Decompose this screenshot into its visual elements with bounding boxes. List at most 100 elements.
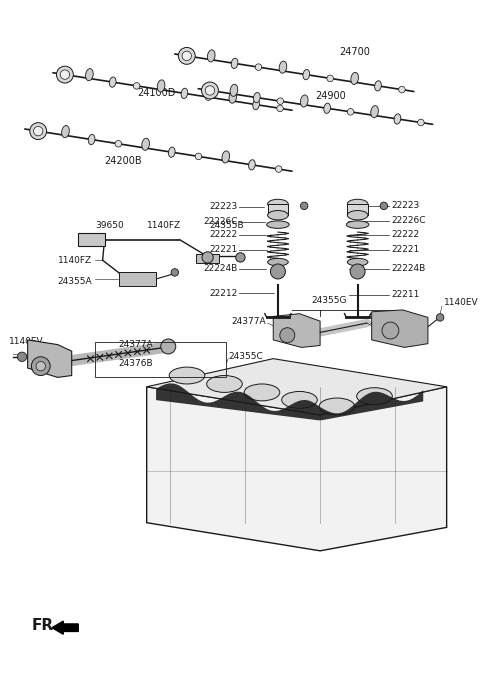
Ellipse shape: [222, 151, 229, 163]
Ellipse shape: [207, 50, 215, 62]
Bar: [78, 233, 105, 246]
Circle shape: [300, 202, 308, 210]
PathPatch shape: [156, 383, 423, 420]
Ellipse shape: [169, 367, 205, 384]
Bar: [95, 342, 227, 377]
Circle shape: [418, 119, 424, 126]
Circle shape: [205, 94, 212, 100]
Circle shape: [236, 253, 245, 262]
Ellipse shape: [244, 384, 280, 401]
Circle shape: [17, 352, 27, 362]
Text: 24377A: 24377A: [119, 340, 153, 349]
Text: 22211: 22211: [391, 290, 420, 299]
Text: 24200B: 24200B: [105, 156, 142, 167]
Text: 39650: 39650: [95, 221, 124, 230]
Ellipse shape: [268, 199, 288, 209]
Ellipse shape: [61, 125, 69, 137]
Circle shape: [398, 87, 405, 93]
Circle shape: [202, 252, 213, 263]
Ellipse shape: [300, 95, 308, 107]
Bar: [119, 272, 156, 286]
Text: 22224B: 22224B: [391, 264, 426, 273]
Text: 24376B: 24376B: [119, 359, 153, 368]
Ellipse shape: [357, 388, 392, 405]
Circle shape: [36, 362, 46, 371]
Text: 24700: 24700: [339, 47, 370, 57]
Ellipse shape: [279, 61, 287, 73]
Circle shape: [276, 166, 282, 173]
Circle shape: [348, 108, 354, 115]
Circle shape: [195, 153, 202, 160]
Text: 22223: 22223: [391, 201, 420, 211]
Ellipse shape: [88, 135, 95, 145]
Text: 24355C: 24355C: [228, 352, 263, 362]
Ellipse shape: [142, 138, 149, 150]
Text: 24100D: 24100D: [137, 88, 175, 98]
Circle shape: [179, 47, 195, 64]
Ellipse shape: [375, 81, 381, 91]
Circle shape: [350, 264, 365, 279]
Text: 1140FZ: 1140FZ: [58, 256, 92, 265]
Ellipse shape: [168, 147, 175, 157]
Circle shape: [34, 127, 43, 136]
Circle shape: [182, 51, 192, 60]
Circle shape: [280, 328, 295, 343]
Ellipse shape: [181, 88, 188, 98]
Circle shape: [255, 64, 262, 70]
Circle shape: [277, 98, 284, 104]
Text: 24355B: 24355B: [209, 221, 244, 230]
Ellipse shape: [268, 259, 288, 266]
Circle shape: [115, 140, 121, 147]
Ellipse shape: [324, 103, 330, 113]
Circle shape: [205, 86, 215, 95]
Text: 22221: 22221: [391, 246, 420, 255]
Circle shape: [161, 339, 176, 354]
Circle shape: [31, 357, 50, 376]
Circle shape: [270, 264, 286, 279]
Ellipse shape: [282, 391, 317, 408]
Text: 1140EV: 1140EV: [444, 298, 479, 307]
Ellipse shape: [267, 221, 289, 228]
Ellipse shape: [229, 91, 237, 103]
Ellipse shape: [371, 106, 378, 118]
Circle shape: [133, 83, 140, 89]
Ellipse shape: [319, 398, 355, 415]
Text: 24355G: 24355G: [312, 296, 347, 305]
Ellipse shape: [230, 84, 238, 96]
Ellipse shape: [348, 259, 368, 266]
Circle shape: [57, 66, 73, 83]
Text: 1140FZ: 1140FZ: [147, 221, 181, 230]
Text: 22224B: 22224B: [204, 264, 238, 273]
Bar: [196, 254, 219, 263]
FancyArrow shape: [52, 621, 78, 634]
Ellipse shape: [253, 93, 260, 103]
Polygon shape: [147, 387, 447, 551]
Circle shape: [327, 75, 334, 82]
Polygon shape: [372, 310, 428, 347]
Circle shape: [30, 123, 47, 139]
Text: 22226C: 22226C: [391, 217, 426, 225]
Text: 22212: 22212: [209, 288, 238, 297]
Ellipse shape: [231, 58, 238, 68]
Ellipse shape: [157, 80, 165, 92]
Polygon shape: [147, 359, 447, 415]
Circle shape: [60, 70, 70, 79]
Ellipse shape: [253, 100, 260, 110]
Ellipse shape: [348, 199, 368, 209]
Ellipse shape: [85, 68, 93, 81]
Text: 24355A: 24355A: [58, 278, 92, 286]
Text: 1140EV: 1140EV: [9, 337, 44, 346]
Ellipse shape: [268, 211, 288, 220]
Ellipse shape: [249, 160, 255, 170]
Ellipse shape: [347, 221, 369, 228]
Circle shape: [202, 82, 218, 99]
Ellipse shape: [207, 376, 242, 393]
Text: 22226C: 22226C: [203, 217, 238, 226]
Text: 22222: 22222: [209, 230, 238, 240]
Ellipse shape: [303, 70, 310, 80]
Circle shape: [436, 313, 444, 321]
Text: 24377A: 24377A: [231, 317, 266, 326]
Circle shape: [382, 322, 399, 339]
Bar: [268, 204, 288, 215]
Text: 24900: 24900: [315, 91, 346, 101]
